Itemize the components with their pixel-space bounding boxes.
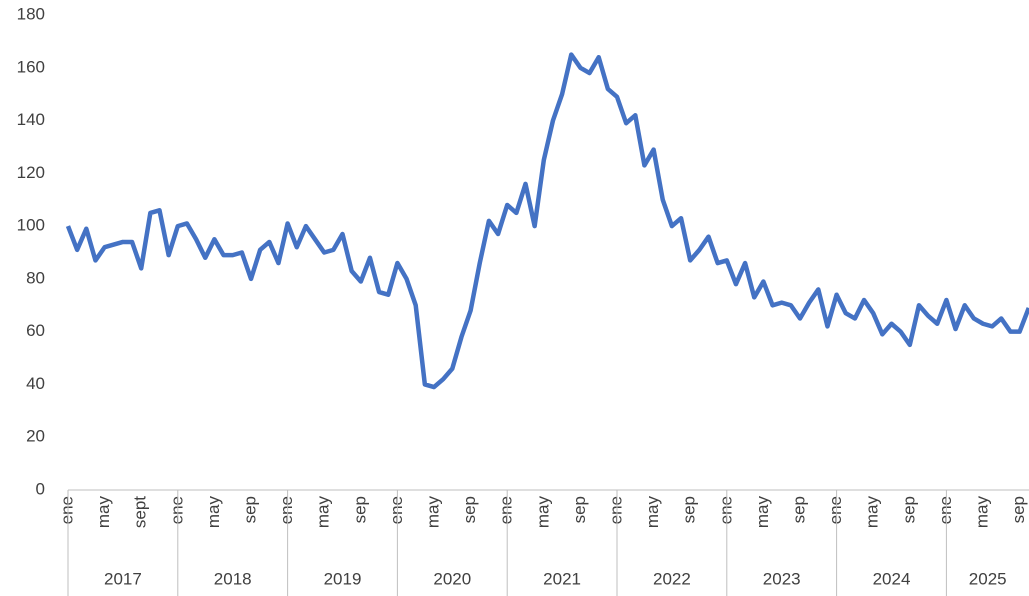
x-tick-label: sep: [1009, 496, 1028, 523]
x-tick-label: ene: [826, 496, 845, 524]
x-tick-label: ene: [936, 496, 955, 524]
line-series: [65, 52, 1029, 390]
x-tick-label: may: [533, 496, 552, 529]
group-label: 2017: [104, 569, 142, 588]
y-tick-label: 160: [17, 57, 45, 76]
x-tick-label: may: [94, 496, 113, 529]
y-tick-label: 120: [17, 163, 45, 182]
x-tick-label: may: [753, 496, 772, 529]
group-label: 2021: [543, 569, 581, 588]
x-tick-label: sep: [570, 496, 589, 523]
x-tick-label: sep: [680, 496, 699, 523]
x-tick-label: ene: [57, 496, 76, 524]
x-tick-label: sept: [131, 496, 150, 528]
x-tick-label: ene: [387, 496, 406, 524]
y-tick-label: 0: [36, 479, 45, 498]
y-tick-label: 20: [26, 427, 45, 446]
x-tick-label: may: [863, 496, 882, 529]
x-tick-label: sep: [240, 496, 259, 523]
x-tick-label: may: [643, 496, 662, 529]
y-tick-label: 180: [17, 4, 45, 23]
group-label: 2020: [433, 569, 471, 588]
y-tick-label: 100: [17, 216, 45, 235]
group-label: 2023: [763, 569, 801, 588]
y-tick-label: 40: [26, 374, 45, 393]
group-label: 2019: [324, 569, 362, 588]
x-tick-label: ene: [167, 496, 186, 524]
x-tick-label: ene: [606, 496, 625, 524]
group-label: 2022: [653, 569, 691, 588]
x-tick-label: may: [423, 496, 442, 529]
x-tick-label: may: [314, 496, 333, 529]
x-tick-label: sep: [350, 496, 369, 523]
y-tick-label: 140: [17, 110, 45, 129]
x-tick-label: sep: [789, 496, 808, 523]
y-tick-label: 80: [26, 268, 45, 287]
x-tick-label: ene: [497, 496, 516, 524]
x-tick-label: may: [972, 496, 991, 529]
group-label: 2018: [214, 569, 252, 588]
x-tick-label: sep: [460, 496, 479, 523]
y-tick-label: 60: [26, 321, 45, 340]
group-label: 2025: [969, 569, 1007, 588]
x-tick-label: ene: [277, 496, 296, 524]
group-label: 2024: [873, 569, 911, 588]
x-tick-label: may: [204, 496, 223, 529]
x-tick-label: ene: [716, 496, 735, 524]
x-tick-label: sep: [899, 496, 918, 523]
